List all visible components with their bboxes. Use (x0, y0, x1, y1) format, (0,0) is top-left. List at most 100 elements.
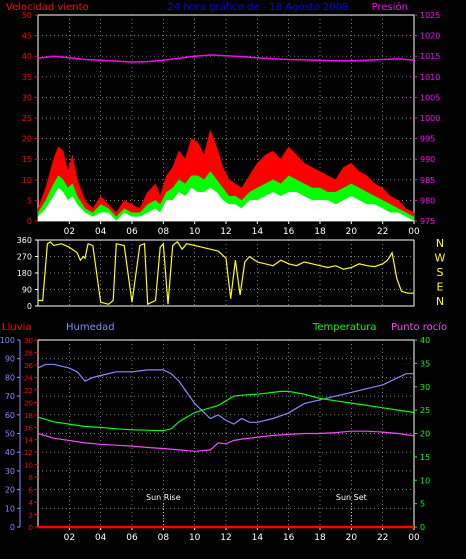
chart1-x-tick-label: 00 (408, 227, 420, 237)
pressure-line (37, 54, 415, 63)
wind-direction-line (38, 240, 414, 306)
humidity-tick-label: 30 (5, 467, 15, 476)
humidity-tick-label: 10 (5, 504, 15, 513)
direction-tick-label: 0 (27, 302, 32, 311)
compass-label: E (437, 281, 444, 294)
compass-label: S (437, 266, 444, 279)
rain-tick-label: 14 (24, 437, 33, 445)
temperature-tick-label: 30 (420, 383, 430, 392)
chart-title: 24 hora gráfico de - 18 Agosto 2008 (167, 1, 348, 13)
rain-tick-label: 24 (24, 374, 33, 382)
rain-tick-label: 20 (24, 399, 33, 407)
rain-tick-label: 18 (24, 412, 33, 420)
humidity-line (37, 363, 414, 425)
rain-tick-label: 30 (24, 337, 33, 345)
humidity-tick-label: 70 (5, 392, 15, 401)
direction-tick-label: 270 (17, 253, 32, 262)
rain-tick-label: 12 (24, 449, 33, 457)
wind-speed-tick-label: 25 (22, 114, 32, 123)
humidity-tick-label: 100 (0, 336, 15, 345)
rain-tick-label: 6 (29, 487, 34, 495)
direction-tick-label: 180 (17, 269, 32, 278)
temperature-tick-label: 20 (420, 430, 430, 439)
temperature-tick-label: 15 (420, 453, 430, 462)
chart1-x-tick-label: 10 (189, 227, 201, 237)
chart1-x-tick-label: 08 (158, 227, 170, 237)
chart1-x-tick-label: 06 (126, 227, 138, 237)
humidity-tick-label: 90 (5, 355, 15, 364)
pressure-tick-label: 990 (420, 155, 435, 164)
pressure-tick-label: 1010 (420, 73, 440, 82)
chart3-x-tick-label: 14 (252, 533, 264, 543)
compass-label: N (436, 237, 444, 250)
temperature-tick-label: 25 (420, 406, 430, 415)
humidity-tick-label: 0 (10, 523, 15, 532)
compass-label: N (436, 295, 444, 308)
chart1-x-tick-label: 14 (252, 227, 264, 237)
pressure-tick-label: 995 (420, 135, 435, 144)
chart1-x-tick-label: 02 (64, 227, 75, 237)
temp-humidity-chart: 0102030405060708090100024681012141618202… (0, 336, 430, 543)
chart1-x-tick-label: 18 (314, 227, 326, 237)
wind-pressure-chart: 0510152025303540455097598098599099510001… (22, 11, 441, 237)
wind-speed-tick-label: 15 (22, 155, 32, 164)
chart1-x-tick-label: 16 (283, 227, 295, 237)
wind-speed-tick-label: 10 (22, 176, 32, 185)
direction-tick-label: 90 (22, 286, 32, 295)
wind-speed-tick-label: 5 (27, 196, 32, 205)
rain-tick-label: 16 (24, 424, 33, 432)
temperature-axis-title: Temperatura (312, 322, 377, 333)
chart3-x-tick-label: 22 (377, 533, 388, 543)
temperature-line (37, 390, 415, 432)
wind-speed-tick-label: 45 (22, 32, 32, 41)
chart3-x-tick-label: 02 (64, 533, 75, 543)
pressure-tick-label: 980 (420, 196, 435, 205)
dewpoint-line (37, 430, 415, 452)
humidity-tick-label: 40 (5, 448, 15, 457)
chart1-x-tick-label: 20 (346, 227, 358, 237)
wind-min-area (37, 187, 415, 222)
rain-tick-label: 0 (29, 524, 33, 532)
chart3-x-tick-label: 18 (314, 533, 326, 543)
wind-speed-axis-title: Velocidad viento (6, 2, 89, 13)
pressure-tick-label: 1020 (420, 32, 440, 41)
humidity-tick-label: 20 (5, 486, 15, 495)
chart3-x-tick-label: 04 (95, 533, 107, 543)
sun-marker-label: Sun Rise (146, 493, 181, 502)
rain-tick-label: 26 (24, 362, 33, 370)
chart1-x-tick-label: 04 (95, 227, 107, 237)
pressure-tick-label: 975 (420, 217, 435, 226)
humidity-tick-label: 80 (5, 373, 15, 382)
rain-tick-label: 28 (24, 349, 33, 357)
dewpoint-axis-title: Punto rocío (391, 321, 447, 333)
pressure-axis-title: Presión (372, 1, 408, 13)
temperature-tick-label: 35 (420, 359, 430, 368)
temperature-tick-label: 40 (420, 336, 430, 345)
temperature-tick-label: 5 (420, 500, 425, 509)
humidity-tick-label: 50 (5, 430, 15, 439)
chart1-x-tick-label: 12 (220, 227, 231, 237)
rain-tick-label: 8 (29, 474, 33, 482)
chart3-x-tick-label: 06 (126, 533, 138, 543)
chart3-x-tick-label: 16 (283, 533, 295, 543)
chart3-x-tick-label: 08 (158, 533, 170, 543)
chart1-x-tick-label: 22 (377, 227, 388, 237)
wind-speed-tick-label: 30 (22, 93, 32, 102)
rain-tick-label: 22 (24, 387, 33, 395)
rain-tick-label: 10 (24, 462, 33, 470)
rain-tick-label: 2 (29, 512, 33, 520)
chart3-x-tick-label: 00 (408, 533, 420, 543)
chart3-x-tick-label: 10 (189, 533, 201, 543)
pressure-tick-label: 1025 (420, 11, 440, 20)
wind-speed-tick-label: 0 (27, 217, 32, 226)
humidity-axis-title: Humedad (66, 322, 115, 333)
wind-speed-tick-label: 35 (22, 73, 32, 82)
pressure-tick-label: 1015 (420, 52, 440, 61)
rain-tick-label: 4 (29, 499, 34, 507)
wind-speed-tick-label: 20 (22, 135, 32, 144)
pressure-tick-label: 985 (420, 176, 435, 185)
pressure-tick-label: 1000 (420, 114, 440, 123)
chart3-x-tick-label: 12 (220, 533, 231, 543)
